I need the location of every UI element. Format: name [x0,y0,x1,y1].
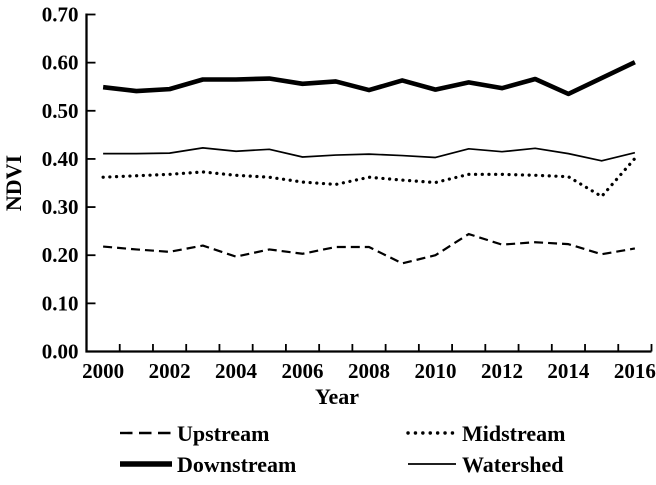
series-line-downstream [102,60,636,97]
x-tick-label: 2014 [547,359,590,383]
legend-label-midstream: Midstream [462,421,565,446]
y-axis-title: NDVI [1,155,26,211]
legend-item-midstream: Midstream [406,421,565,446]
x-tick-label: 2000 [82,359,124,383]
y-tick-label: 0.10 [42,291,79,315]
legend-item-upstream: Upstream [120,421,269,446]
legend-item-downstream: Downstream [120,452,296,477]
y-tick-label: 0.40 [42,147,79,171]
y-tick-label: 0.00 [42,340,79,364]
x-tick-label: 2010 [414,359,456,383]
x-axis-title: Year [315,384,359,409]
chart-legend: Upstream Midstream Downstream Watershed [120,421,565,477]
plot-area: 0.00 0.10 0.20 0.30 0.40 0.50 0.60 0.70 2000 2002… [42,3,656,384]
legend-label-watershed: Watershed [462,452,563,477]
x-tick-label: 2008 [348,359,390,383]
x-tick-label: 2006 [282,359,324,383]
series-line-midstream [101,156,637,199]
legend-label-upstream: Upstream [177,421,269,446]
y-tick-label: 0.60 [42,51,79,75]
x-tick-label: 2016 [614,359,656,383]
legend-label-downstream: Downstream [177,452,296,477]
x-tick-label: 2004 [215,359,258,383]
y-tick-label: 0.50 [42,99,79,123]
x-tick-label: 2012 [481,359,523,383]
series-line-watershed [103,147,636,162]
y-tick-label: 0.70 [42,3,79,27]
y-tick-label: 0.20 [42,243,79,267]
x-tick-label: 2002 [149,359,191,383]
legend-item-watershed: Watershed [408,452,563,477]
y-tick-label: 0.30 [42,195,79,219]
series-line-upstream [103,232,636,265]
